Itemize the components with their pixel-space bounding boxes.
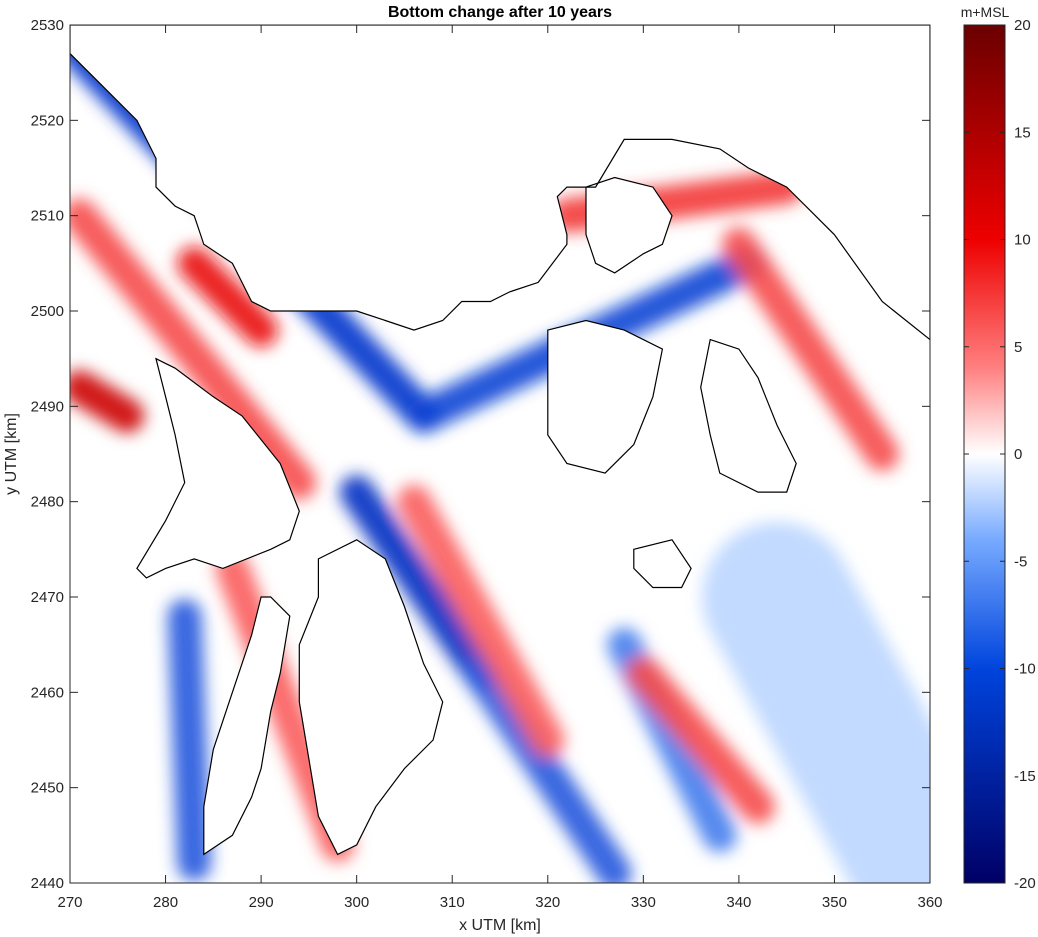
island bbox=[633, 539, 692, 588]
island bbox=[136, 358, 300, 578]
y-axis: 2440 2450 2460 2470 2480 2490 2500 2510 2520 2530 bbox=[31, 17, 930, 892]
y-axis-label: y UTM [km] bbox=[3, 413, 20, 495]
y-tick-label: 2460 bbox=[31, 684, 64, 701]
colorbar-tick-label: 20 bbox=[1014, 17, 1031, 34]
x-tick-label: 340 bbox=[726, 894, 751, 911]
y-tick-label: 2440 bbox=[31, 875, 64, 892]
feature-accretion bbox=[397, 484, 565, 757]
x-tick-label: 290 bbox=[249, 894, 274, 911]
feature-accretion bbox=[721, 227, 900, 471]
feature-accretion bbox=[70, 198, 317, 500]
y-tick-label: 2510 bbox=[31, 208, 64, 225]
x-tick-label: 270 bbox=[57, 894, 82, 911]
y-tick-label: 2500 bbox=[31, 303, 64, 320]
feature-deepening bbox=[463, 656, 632, 883]
plot-area bbox=[69, 24, 931, 884]
x-tick-label: 300 bbox=[344, 894, 369, 911]
x-tick-label: 320 bbox=[535, 894, 560, 911]
colorbar-tick-label: -5 bbox=[1014, 553, 1027, 570]
feature-accretion bbox=[70, 370, 145, 433]
feature-accretion bbox=[626, 656, 775, 824]
axes-box bbox=[69, 24, 931, 884]
colorbar-tick-label: -20 bbox=[1014, 875, 1036, 892]
x-axis: 270 280 290 300 310 320 330 340 350 360 bbox=[57, 25, 943, 911]
colorbar-tick-label: 15 bbox=[1014, 124, 1031, 141]
feature-deepening bbox=[167, 599, 212, 881]
island bbox=[700, 339, 797, 493]
y-tick-label: 2470 bbox=[31, 589, 64, 606]
colorbar-tick-label: -15 bbox=[1014, 768, 1036, 785]
x-tick-label: 360 bbox=[917, 894, 942, 911]
islands bbox=[70, 25, 930, 855]
feature-deepening bbox=[339, 475, 498, 691]
x-tick-label: 350 bbox=[822, 894, 847, 911]
colorbar-tick-label: -10 bbox=[1014, 661, 1036, 678]
colorbar-tick-label: 5 bbox=[1014, 339, 1022, 356]
coastline bbox=[70, 25, 930, 856]
y-tick-label: 2520 bbox=[31, 112, 64, 129]
feature-accretion bbox=[177, 246, 279, 348]
mainland bbox=[70, 25, 930, 340]
colorbar-tick-label: 10 bbox=[1014, 232, 1031, 249]
colorbar-unit: m+MSL bbox=[961, 4, 1010, 20]
x-tick-label: 280 bbox=[153, 894, 178, 911]
colorbar-gradient bbox=[963, 24, 1006, 884]
island bbox=[299, 539, 443, 855]
island bbox=[586, 177, 672, 273]
colorbar-tick-label: 0 bbox=[1014, 446, 1022, 463]
y-tick-label: 2450 bbox=[31, 780, 64, 797]
y-tick-label: 2480 bbox=[31, 494, 64, 511]
x-tick-label: 310 bbox=[440, 894, 465, 911]
x-tick-label: 330 bbox=[631, 894, 656, 911]
feature-shallow_change bbox=[702, 522, 930, 883]
y-tick-label: 2530 bbox=[31, 17, 64, 34]
colorbar: m+MSL -20 -15 -10 -5 0 5 10 15 20 bbox=[961, 4, 1036, 892]
island bbox=[203, 597, 290, 855]
island bbox=[547, 320, 663, 474]
x-axis-label: x UTM [km] bbox=[459, 917, 541, 934]
colorbar-ticks: -20 -15 -10 -5 0 5 10 15 20 bbox=[964, 17, 1036, 892]
chart-title: Bottom change after 10 years bbox=[388, 4, 612, 21]
y-tick-label: 2490 bbox=[31, 398, 64, 415]
